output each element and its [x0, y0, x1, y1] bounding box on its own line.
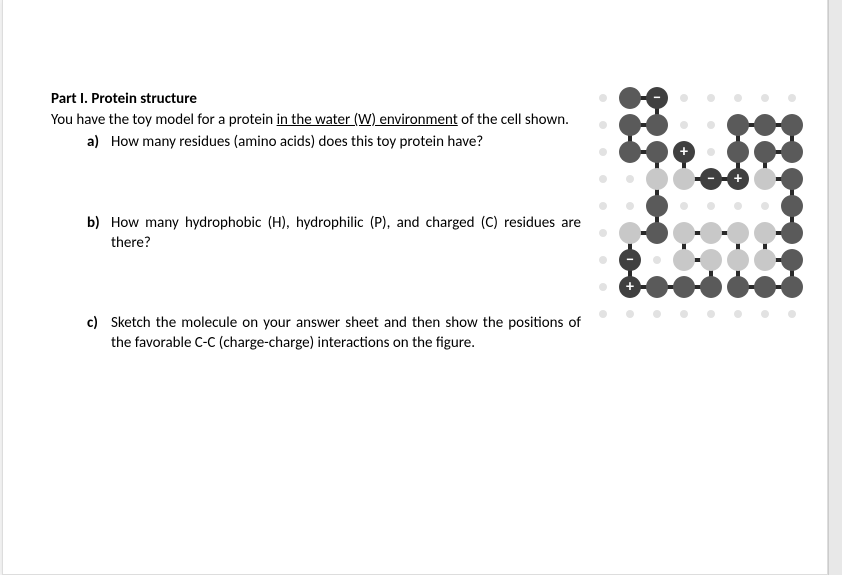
charge-label: − — [707, 170, 715, 189]
residue-h — [700, 222, 722, 244]
residue-h — [754, 168, 776, 190]
residue-p — [700, 276, 722, 298]
grid-dot — [707, 202, 715, 210]
residue-h — [727, 222, 749, 244]
residue-h — [700, 249, 722, 271]
residue-p — [781, 249, 803, 271]
residue-p — [619, 141, 641, 163]
residue-h — [727, 249, 749, 271]
content-area: Part I. Protein structure You have the t… — [3, 0, 827, 354]
grid-dot — [680, 310, 688, 318]
part-heading: Part I. Protein structure — [51, 90, 581, 108]
residue-h — [619, 222, 641, 244]
question-text-b: How many hydrophobic (H), hydrophilic (P… — [111, 214, 581, 252]
residue-p — [781, 195, 803, 217]
residue-p — [673, 276, 695, 298]
grid-dot — [626, 175, 634, 183]
charge-label: + — [626, 278, 634, 297]
diagram-column: −−++−+ — [597, 90, 807, 354]
grid-dot — [626, 202, 634, 210]
intro-pre: You have the toy model for a protein — [51, 111, 277, 129]
intro-underlined: in the water (W) environment — [277, 111, 458, 129]
residue-p — [727, 141, 749, 163]
charge-label: − — [626, 251, 634, 270]
residue-h — [754, 249, 776, 271]
residue-p — [646, 141, 668, 163]
text-column: Part I. Protein structure You have the t… — [51, 90, 581, 354]
residue-p — [754, 276, 776, 298]
charge-label: + — [734, 170, 742, 189]
residue-p — [781, 168, 803, 190]
grid-dot — [761, 202, 769, 210]
residue-p — [754, 141, 776, 163]
residue-h — [673, 222, 695, 244]
residue-p — [646, 222, 668, 244]
residue-p — [619, 87, 641, 109]
grid-dot — [788, 310, 796, 318]
grid-dot — [599, 202, 607, 210]
grid-dot — [707, 148, 715, 156]
page-edge-shadow — [828, 0, 842, 575]
question-label-c: c) — [87, 313, 98, 333]
residue-p — [646, 276, 668, 298]
question-text-a: How many residues (amino acids) does thi… — [111, 133, 483, 151]
question-label-a: a) — [87, 132, 99, 152]
residue-p — [619, 114, 641, 136]
question-text-c: Sketch the molecule on your answer sheet… — [111, 314, 581, 352]
residue-p — [754, 114, 776, 136]
protein-diagram: −−++−+ — [591, 86, 811, 346]
question-c: c) Sketch the molecule on your answer sh… — [87, 313, 581, 354]
residue-p — [781, 276, 803, 298]
page: Part I. Protein structure You have the t… — [2, 0, 828, 575]
grid-dot — [761, 94, 769, 102]
grid-dot — [599, 175, 607, 183]
residue-h — [754, 222, 776, 244]
grid-dot — [734, 94, 742, 102]
grid-dot — [599, 310, 607, 318]
residue-p — [646, 114, 668, 136]
grid-dot — [626, 310, 634, 318]
intro-post: of the cell shown. — [458, 111, 569, 129]
residue-p — [781, 222, 803, 244]
grid-dot — [599, 148, 607, 156]
grid-dot — [734, 310, 742, 318]
grid-dot — [707, 121, 715, 129]
grid-dot — [653, 256, 661, 264]
grid-dot — [599, 283, 607, 291]
grid-dot — [680, 202, 688, 210]
question-a: a) How many residues (amino acids) does … — [87, 132, 581, 152]
grid-dot — [788, 94, 796, 102]
residue-p — [646, 195, 668, 217]
grid-dot — [707, 310, 715, 318]
residue-p — [781, 114, 803, 136]
grid-dot — [599, 229, 607, 237]
residue-h — [646, 168, 668, 190]
grid-dot — [680, 94, 688, 102]
grid-dot — [680, 121, 688, 129]
grid-dot — [653, 310, 661, 318]
grid-dot — [707, 94, 715, 102]
grid-dot — [599, 256, 607, 264]
residue-p — [727, 114, 749, 136]
charge-label: − — [653, 89, 661, 108]
grid-dot — [599, 121, 607, 129]
residue-p — [727, 276, 749, 298]
intro-text: You have the toy model for a protein in … — [51, 110, 581, 130]
grid-dot — [734, 202, 742, 210]
charge-label: + — [680, 143, 688, 162]
grid-dot — [761, 310, 769, 318]
question-b: b) How many hydrophobic (H), hydrophilic… — [87, 213, 581, 254]
grid-dot — [599, 94, 607, 102]
question-list: a) How many residues (amino acids) does … — [87, 132, 581, 353]
residue-h — [673, 249, 695, 271]
question-label-b: b) — [87, 213, 100, 233]
residue-h — [673, 168, 695, 190]
residue-p — [781, 141, 803, 163]
